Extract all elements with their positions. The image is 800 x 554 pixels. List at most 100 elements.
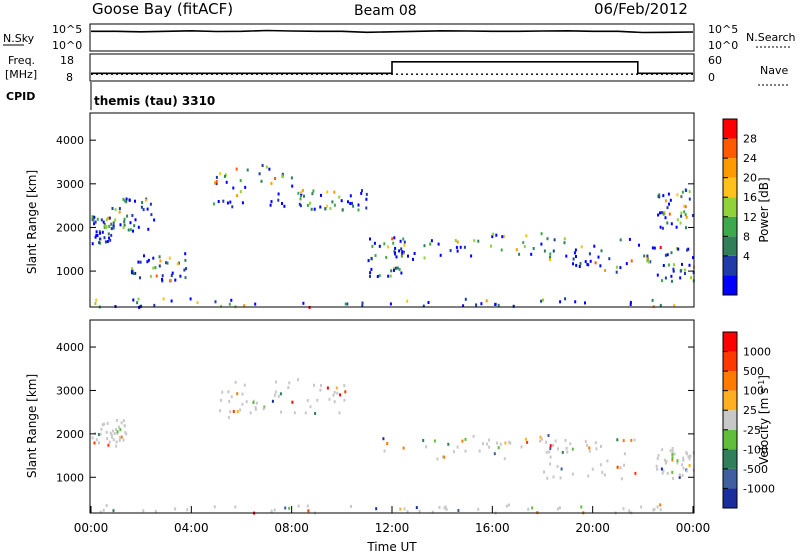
data-cell xyxy=(91,436,94,440)
data-cell xyxy=(269,203,272,207)
data-cell xyxy=(553,238,556,242)
data-cell xyxy=(215,180,218,183)
data-cell xyxy=(656,273,659,277)
data-cell xyxy=(300,194,303,198)
data-cell xyxy=(661,226,664,230)
nave-tick-top: 60 xyxy=(708,54,722,67)
data-cell xyxy=(413,252,416,255)
data-cell xyxy=(685,226,687,230)
data-cell xyxy=(331,200,334,204)
data-cell xyxy=(653,246,656,250)
data-cell xyxy=(629,303,632,306)
data-cell xyxy=(375,507,378,511)
data-cell xyxy=(660,211,663,215)
data-cell xyxy=(682,456,685,460)
data-cell xyxy=(456,249,459,253)
data-cell xyxy=(93,222,96,226)
data-cell xyxy=(680,214,683,218)
data-cell xyxy=(254,406,257,410)
data-cell xyxy=(365,206,368,210)
data-cell xyxy=(684,272,686,275)
data-cell xyxy=(670,222,673,226)
colorbar-tick-label: -1000 xyxy=(743,482,775,495)
data-cell xyxy=(230,298,233,302)
colorbar-swatch xyxy=(723,119,737,139)
data-cell xyxy=(158,255,161,259)
colorbar-tick-label: 20 xyxy=(743,172,757,185)
data-cell xyxy=(594,441,597,445)
data-cell xyxy=(281,172,284,176)
data-cell xyxy=(400,253,403,257)
y-tick-label: 2000 xyxy=(56,428,84,441)
data-cell xyxy=(391,237,394,241)
data-cell xyxy=(666,221,669,225)
data-cell xyxy=(658,193,661,197)
nsearch-label: N.Search xyxy=(746,31,796,44)
data-cell xyxy=(352,204,355,208)
data-cell xyxy=(244,185,247,189)
data-cell xyxy=(123,424,126,428)
data-cell xyxy=(560,467,563,471)
data-cell xyxy=(530,252,533,256)
data-cell xyxy=(150,213,153,217)
data-cell xyxy=(116,430,119,434)
data-cell xyxy=(137,260,140,264)
data-cell xyxy=(112,438,115,442)
data-cell xyxy=(174,278,177,282)
data-cell xyxy=(494,303,497,306)
data-cell xyxy=(217,200,220,203)
data-cell xyxy=(422,304,425,308)
data-cell xyxy=(171,271,174,275)
date-title: 06/Feb/2012 xyxy=(594,0,688,18)
y-tick-label: 1000 xyxy=(56,265,84,278)
data-cell xyxy=(571,447,574,451)
data-cell xyxy=(549,444,552,448)
data-cell xyxy=(300,191,303,194)
data-cell xyxy=(402,446,405,450)
data-cell xyxy=(357,208,360,212)
data-cell xyxy=(552,475,555,479)
data-cell xyxy=(443,455,446,459)
data-cell xyxy=(186,508,189,512)
data-cell xyxy=(382,437,385,441)
data-cell xyxy=(222,199,225,203)
data-cell xyxy=(606,459,609,463)
data-cell xyxy=(390,269,393,273)
data-cell xyxy=(110,433,113,437)
data-cell xyxy=(319,388,322,392)
data-cell xyxy=(673,303,676,307)
data-cell xyxy=(406,299,409,303)
data-cell xyxy=(554,439,557,443)
data-cell xyxy=(395,255,398,259)
data-cell xyxy=(338,195,341,199)
data-cell xyxy=(634,471,637,475)
data-cell xyxy=(681,473,684,477)
velocity-y-ticks: 1000 2000 3000 4000 xyxy=(56,341,694,484)
data-cell xyxy=(666,253,669,257)
data-cell xyxy=(110,222,113,226)
data-cell xyxy=(672,267,675,271)
data-cell xyxy=(227,415,230,419)
data-cell xyxy=(132,298,135,302)
data-cell xyxy=(497,303,500,307)
data-cell xyxy=(170,299,173,303)
data-cell xyxy=(118,207,121,211)
data-cell xyxy=(270,200,273,204)
data-cell xyxy=(343,398,346,402)
data-cell xyxy=(115,428,117,432)
data-cell xyxy=(371,244,374,248)
data-cell xyxy=(608,257,611,261)
y-tick-label: 4000 xyxy=(56,341,84,354)
data-cell xyxy=(580,505,583,509)
data-cell xyxy=(403,240,406,244)
data-cell xyxy=(501,235,504,239)
y-tick-label: 3000 xyxy=(56,384,84,397)
data-cell xyxy=(227,390,230,394)
data-cell xyxy=(688,464,691,467)
data-cell xyxy=(556,465,559,468)
data-cell xyxy=(616,465,619,469)
data-cell xyxy=(141,201,144,204)
data-cell xyxy=(299,197,302,201)
data-cell xyxy=(622,507,625,511)
data-cell xyxy=(565,254,568,258)
